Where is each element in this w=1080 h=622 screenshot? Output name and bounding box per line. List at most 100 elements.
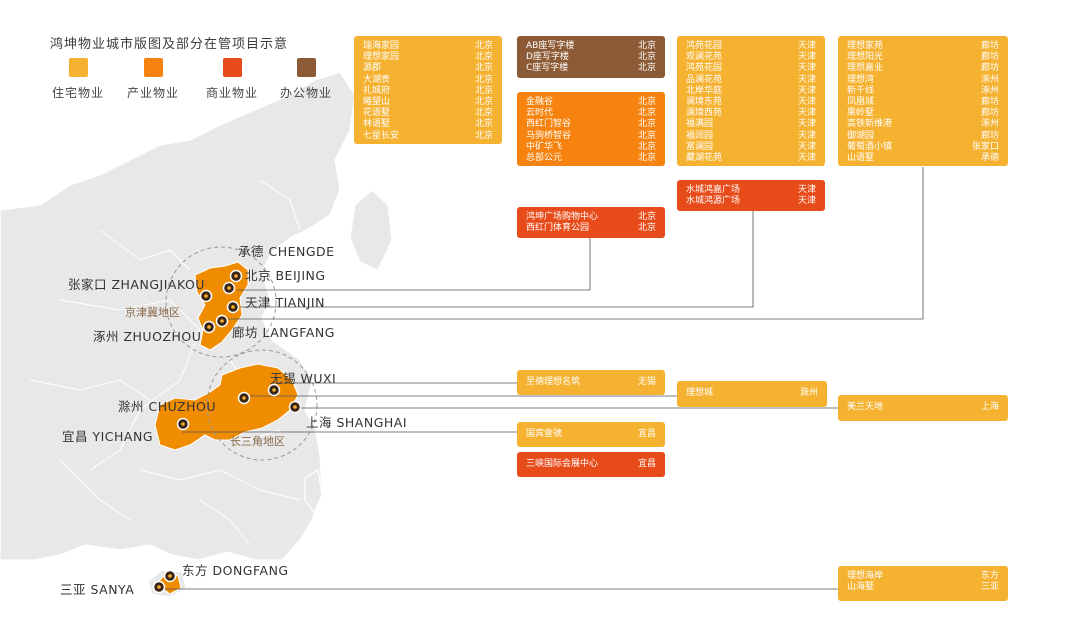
project-city: 东方 xyxy=(980,571,999,581)
project-name: 马驹桥智谷 xyxy=(526,130,572,141)
project-name: 金融谷 xyxy=(526,97,554,107)
project-name: 理想海岸 xyxy=(847,571,884,581)
project-city: 廊坊 xyxy=(980,108,999,119)
project-city: 天津 xyxy=(797,196,816,207)
project-city: 北京 xyxy=(637,97,656,107)
project-city: 天津 xyxy=(797,97,816,108)
project-row: 三峡国际会展中心 宜昌 xyxy=(526,459,656,470)
legend-swatch xyxy=(143,58,163,77)
project-name: 大湖贵 xyxy=(363,74,391,85)
project-name: 理想湾 xyxy=(847,74,875,85)
project-name: 福满园 xyxy=(686,119,714,130)
project-row: 鸿坤广场购物中心 北京 xyxy=(526,212,656,223)
project-name: 藏湖花苑 xyxy=(686,153,723,164)
project-row: 澜境西苑 天津 xyxy=(686,108,816,119)
project-name: 水城鸿源广场 xyxy=(686,196,741,207)
legend-item: 住宅物业 xyxy=(48,58,108,101)
project-row: 理想家苑 廊坊 xyxy=(847,41,999,52)
land-taiwan xyxy=(304,469,323,514)
city-dot xyxy=(215,314,229,328)
legend-swatch xyxy=(296,58,316,77)
project-city: 滁州 xyxy=(799,388,818,399)
project-row: AB座写字楼 北京 xyxy=(526,41,656,52)
project-name: 高铁新维港 xyxy=(847,119,893,130)
legend-item: 产业物业 xyxy=(123,58,183,101)
project-name: 西红门体育公园 xyxy=(526,223,590,234)
project-name: 西红门智谷 xyxy=(526,119,572,130)
project-name: 福润园 xyxy=(686,130,714,141)
project-city: 宜昌 xyxy=(637,428,656,439)
project-name: 林语墅 xyxy=(363,119,391,130)
project-row: 凤凰城 廊坊 xyxy=(847,97,999,108)
project-row: 中矿华飞 北京 xyxy=(526,142,656,153)
project-city: 廊坊 xyxy=(980,97,999,108)
project-name: C座写字楼 xyxy=(526,63,569,74)
city-label-tianjin: 天津 TIANJIN xyxy=(245,295,325,310)
project-row: 鸿苑花园 天津 xyxy=(686,63,816,74)
project-city: 天津 xyxy=(797,185,816,195)
project-row: 花语墅 北京 xyxy=(363,108,493,119)
project-name: 曦望山 xyxy=(363,97,391,108)
city-dot xyxy=(226,300,240,314)
project-city: 北京 xyxy=(637,141,656,152)
project-city: 天津 xyxy=(797,108,816,119)
city-dot-center xyxy=(272,388,276,392)
project-box: 金融谷 北京 云时代 北京 西红门智谷 北京 马驹桥智谷 北京 中矿华飞 北京 总部公元 北京 xyxy=(517,92,665,166)
project-name: 澜境东苑 xyxy=(686,97,723,108)
project-city: 天津 xyxy=(797,85,816,96)
city-dot-center xyxy=(157,585,161,589)
project-city: 北京 xyxy=(637,108,656,119)
project-row: 云时代 北京 xyxy=(526,108,656,119)
project-city: 北京 xyxy=(637,63,656,74)
project-name: 澜境西苑 xyxy=(686,108,723,119)
project-box: 瑞海家园 北京 理想家园 北京 源郡 北京 大湖贵 北京 礼城府 北京 曦望山 北京 花语墅 北京 林语墅北… xyxy=(354,36,502,144)
project-row: 理想城 滁州 xyxy=(686,388,818,399)
project-row: 观澜花苑 天津 xyxy=(686,52,816,63)
city-label-chengde: 承德 CHENGDE xyxy=(238,244,335,259)
project-name: 理想城 xyxy=(686,388,714,399)
project-row: 藏湖花苑 天津 xyxy=(686,153,816,164)
city-dot-center xyxy=(293,405,297,409)
project-row: 鸿苑花园 天津 xyxy=(686,41,816,52)
project-city: 北京 xyxy=(474,63,493,74)
project-row: 理想湾 涿州 xyxy=(847,75,999,86)
project-box: 理想海岸 东方 山海墅 三亚 xyxy=(838,566,1008,601)
city-label-sanya: 三亚 SANYA xyxy=(60,582,135,597)
project-name: 山语墅 xyxy=(847,153,875,164)
project-row: 国宾壹號 宜昌 xyxy=(526,429,656,440)
project-row: 源郡 北京 xyxy=(363,63,493,74)
project-city: 北京 xyxy=(474,52,493,63)
project-row: 福满园 天津 xyxy=(686,119,816,130)
project-name: 源郡 xyxy=(363,63,382,74)
city-label-wuxi: 无锡 WUXI xyxy=(270,371,337,386)
city-label-yichang: 宜昌 YICHANG xyxy=(62,429,154,444)
region-hainan-shape xyxy=(155,573,182,595)
project-row: 林语墅 北京 xyxy=(363,119,493,130)
project-name: 中矿华飞 xyxy=(526,141,563,152)
city-label-zhuozhou: 涿州 ZHUOZHOU xyxy=(93,329,202,344)
city-label-zhangjiakou: 张家口 ZHANGJIAKOU xyxy=(68,277,205,292)
project-city: 天津 xyxy=(797,41,816,51)
city-dot-center xyxy=(207,325,211,329)
project-name: AB座写字楼 xyxy=(526,41,575,51)
project-city: 承德 xyxy=(980,153,999,164)
project-city: 北京 xyxy=(474,74,493,85)
project-name: 云时代 xyxy=(526,108,554,119)
project-name: 理想家苑 xyxy=(847,41,884,51)
city-dot xyxy=(202,320,216,334)
city-dot xyxy=(237,391,251,405)
legend-swatch xyxy=(222,58,242,77)
project-name: 果岭墅 xyxy=(847,108,875,119)
project-city: 北京 xyxy=(637,212,656,222)
city-dot-center xyxy=(242,396,246,400)
page-title: 鸿坤物业城市版图及部分在管项目示意 xyxy=(50,37,289,52)
project-city: 天津 xyxy=(797,63,816,74)
project-row: 西红门智谷 北京 xyxy=(526,119,656,130)
project-box: 鸿苑花园 天津 观澜花苑 天津 鸿苑花园 天津 品澜花苑 天津 北岸华庭 天津 澜境东苑 天津 澜境西苑… xyxy=(677,36,825,166)
project-box: 国宾壹號 宜昌 xyxy=(517,422,665,447)
project-name: 国宾壹號 xyxy=(526,428,563,439)
land-korea xyxy=(349,189,393,271)
legend-swatch xyxy=(68,58,88,77)
project-row: 理想阳光 廊坊 xyxy=(847,52,999,63)
city-label-shanghai: 上海 SHANGHAI xyxy=(306,415,408,430)
